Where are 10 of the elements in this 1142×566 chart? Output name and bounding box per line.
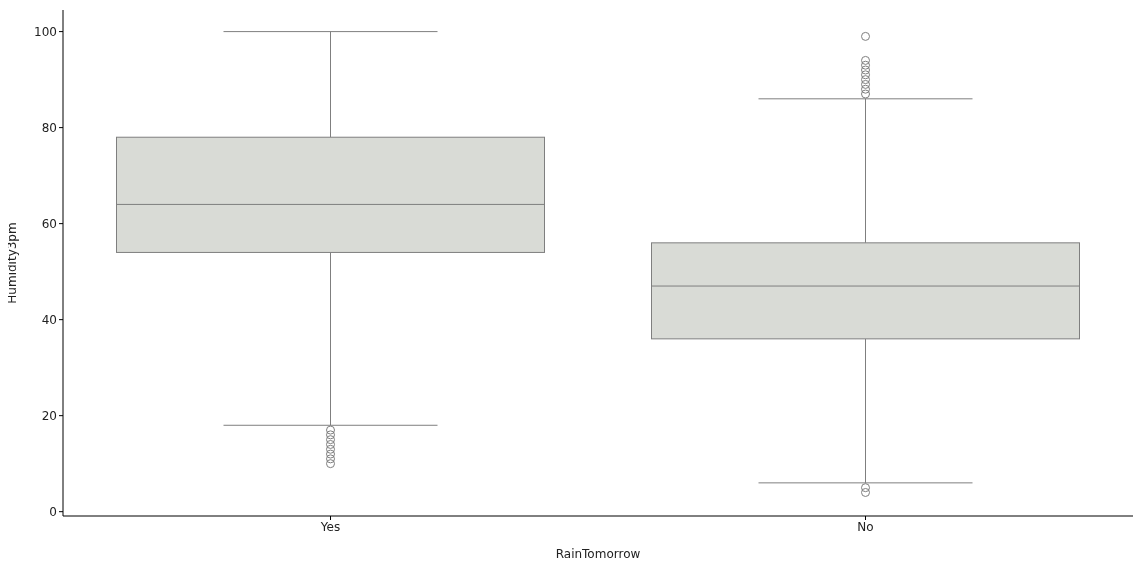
- y-tick-label: 100: [34, 24, 57, 39]
- y-tick-label: 40: [41, 312, 57, 327]
- y-tick-label: 0: [49, 504, 57, 519]
- y-tick-label: 20: [41, 408, 57, 423]
- y-axis-title: Humidity3pm: [5, 222, 20, 304]
- x-axis-title: RainTomorrow: [555, 547, 641, 561]
- x-tick-label: No: [857, 519, 874, 534]
- y-tick-label: 60: [41, 216, 57, 231]
- y-tick-label: 80: [41, 120, 57, 135]
- x-tick-label: Yes: [319, 519, 341, 534]
